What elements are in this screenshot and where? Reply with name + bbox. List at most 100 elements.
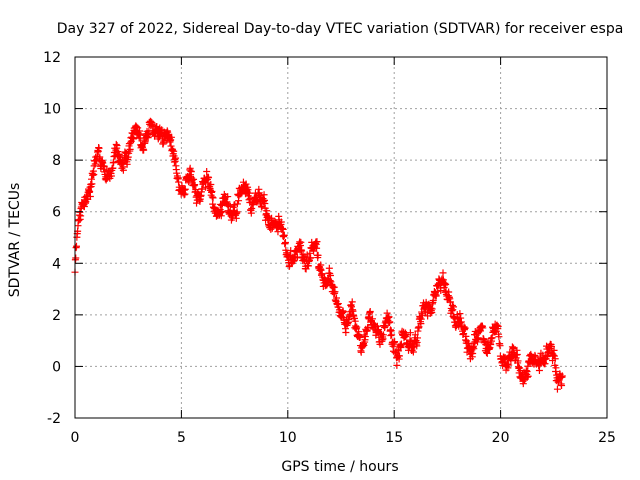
data-point xyxy=(248,205,256,213)
data-point xyxy=(441,280,449,288)
data-point xyxy=(495,333,503,341)
data-point xyxy=(314,251,322,259)
x-tick-label: 20 xyxy=(492,430,510,446)
data-point xyxy=(95,144,103,152)
data-point xyxy=(281,239,289,247)
data-point xyxy=(218,208,226,216)
data-point xyxy=(172,154,180,162)
data-point xyxy=(209,194,217,202)
data-point xyxy=(267,225,275,233)
data-point xyxy=(535,367,543,375)
data-point xyxy=(208,193,216,201)
data-point xyxy=(298,247,306,255)
data-point xyxy=(469,349,477,357)
data-point xyxy=(244,186,252,194)
data-point xyxy=(366,308,374,316)
data-point xyxy=(169,146,177,154)
data-point xyxy=(136,134,144,142)
data-point xyxy=(76,208,84,216)
data-point xyxy=(360,331,368,339)
data-point xyxy=(88,180,96,188)
data-point xyxy=(402,331,410,339)
x-tick-label: 5 xyxy=(177,430,186,446)
axis-ticks: 0 5 10 15 20 25 -2 0 2 4 6 8 10 12 xyxy=(43,50,616,446)
data-point xyxy=(558,372,566,380)
x-tick-label: 10 xyxy=(279,430,297,446)
data-point xyxy=(277,218,285,226)
data-point xyxy=(330,283,338,291)
data-point xyxy=(217,212,225,220)
data-point xyxy=(396,352,403,360)
data-point xyxy=(494,322,502,330)
data-point xyxy=(386,318,394,326)
data-point xyxy=(153,123,161,131)
data-point xyxy=(348,298,356,306)
data-point xyxy=(307,254,315,262)
data-point xyxy=(72,254,80,262)
data-point xyxy=(91,160,99,168)
data-point xyxy=(491,328,499,336)
data-point xyxy=(113,142,121,150)
data-point xyxy=(456,310,464,318)
data-point xyxy=(457,314,465,322)
data-point xyxy=(90,170,98,178)
y-axis-label: SDTVAR / TECUs xyxy=(7,183,23,298)
y-tick-label: 10 xyxy=(43,102,61,118)
data-point xyxy=(353,323,361,331)
data-point xyxy=(181,185,189,193)
data-point xyxy=(167,133,175,141)
data-point xyxy=(187,168,195,176)
data-point xyxy=(487,340,495,348)
x-tick-label: 15 xyxy=(385,430,403,446)
data-point xyxy=(77,212,85,220)
data-point xyxy=(553,385,561,393)
data-point xyxy=(313,238,321,246)
data-point xyxy=(558,382,566,390)
data-point xyxy=(263,207,271,215)
y-tick-label: 0 xyxy=(52,359,61,375)
data-point xyxy=(167,142,175,150)
data-point xyxy=(148,121,156,129)
data-point xyxy=(130,135,138,143)
y-tick-label: 6 xyxy=(52,205,61,221)
data-point xyxy=(191,181,199,189)
y-tick-label: 12 xyxy=(43,50,61,66)
data-point xyxy=(126,145,134,153)
data-point xyxy=(551,355,559,363)
y-tick-label: 8 xyxy=(52,153,61,169)
data-point xyxy=(505,361,513,369)
x-tick-label: 0 xyxy=(71,430,80,446)
data-point xyxy=(388,331,396,339)
data-point xyxy=(331,288,339,296)
data-point xyxy=(297,238,305,246)
data-point xyxy=(209,200,217,208)
data-point xyxy=(414,334,422,342)
data-point xyxy=(418,311,426,319)
data-point xyxy=(393,361,401,369)
y-tick-label: 2 xyxy=(52,308,61,324)
data-point xyxy=(523,373,531,381)
data-point xyxy=(488,334,496,342)
data-point xyxy=(524,372,532,380)
data-point xyxy=(224,193,232,201)
data-point xyxy=(479,324,487,332)
data-point xyxy=(121,148,129,156)
data-point xyxy=(141,138,149,146)
data-point xyxy=(260,198,268,206)
data-point xyxy=(258,203,266,211)
data-point xyxy=(360,341,368,349)
data-point xyxy=(513,350,521,358)
x-tick-label: 25 xyxy=(598,430,616,446)
data-point xyxy=(342,328,350,336)
data-point xyxy=(374,326,382,334)
data-point xyxy=(80,203,88,211)
data-point xyxy=(461,324,469,332)
data-point xyxy=(245,189,253,197)
data-point xyxy=(73,242,81,250)
data-point xyxy=(547,343,555,351)
data-point xyxy=(119,166,127,174)
data-point xyxy=(339,308,347,316)
data-point xyxy=(192,186,200,194)
data-point xyxy=(406,329,414,337)
